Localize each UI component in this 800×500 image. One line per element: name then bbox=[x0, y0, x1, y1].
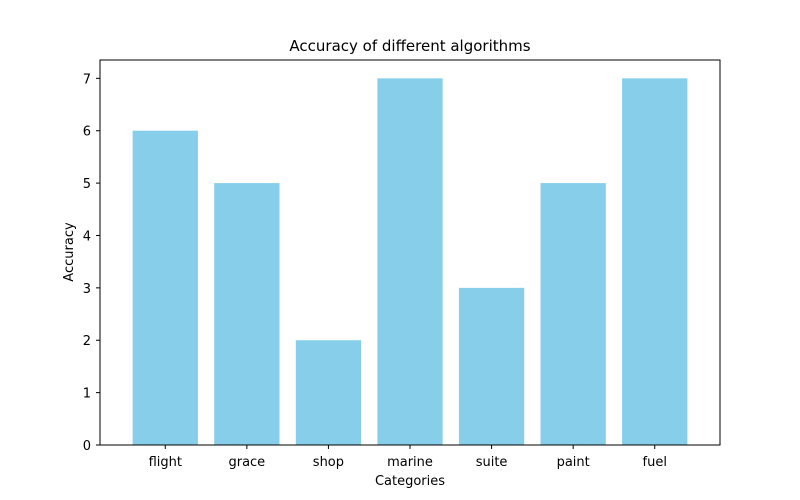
x-tick-label: suite bbox=[476, 455, 508, 470]
x-axis-label: Categories bbox=[375, 474, 445, 489]
x-tick-label: flight bbox=[149, 455, 182, 470]
plot-frame bbox=[99, 59, 721, 446]
y-tick-label: 4 bbox=[83, 229, 91, 244]
x-tick-label: grace bbox=[228, 455, 265, 470]
bar-grace bbox=[214, 183, 280, 445]
bar-flight bbox=[132, 130, 198, 445]
bar-paint bbox=[540, 183, 606, 445]
x-tick-label: marine bbox=[387, 455, 433, 470]
y-tick-label: 3 bbox=[83, 282, 91, 297]
plot-area: flight grace shop marine suite paint fuel 0 1 2 3 4… bbox=[83, 72, 688, 470]
y-tick-label: 0 bbox=[83, 439, 91, 454]
y-axis-label: Accuracy bbox=[62, 222, 77, 282]
y-tick-label: 6 bbox=[83, 125, 91, 140]
bar-fuel bbox=[622, 78, 688, 445]
bar-marine bbox=[377, 78, 443, 445]
bar-suite bbox=[458, 287, 525, 445]
y-tick-label: 5 bbox=[83, 177, 91, 192]
x-tick-label: shop bbox=[313, 455, 344, 470]
y-tick-label: 7 bbox=[83, 72, 91, 87]
x-tick-label: paint bbox=[557, 455, 590, 470]
bar-shop bbox=[295, 340, 362, 445]
y-tick-label: 1 bbox=[83, 387, 91, 402]
x-tick-label: fuel bbox=[643, 455, 667, 470]
y-tick-label: 2 bbox=[83, 334, 91, 349]
chart-title: Accuracy of different algorithms bbox=[289, 37, 530, 55]
